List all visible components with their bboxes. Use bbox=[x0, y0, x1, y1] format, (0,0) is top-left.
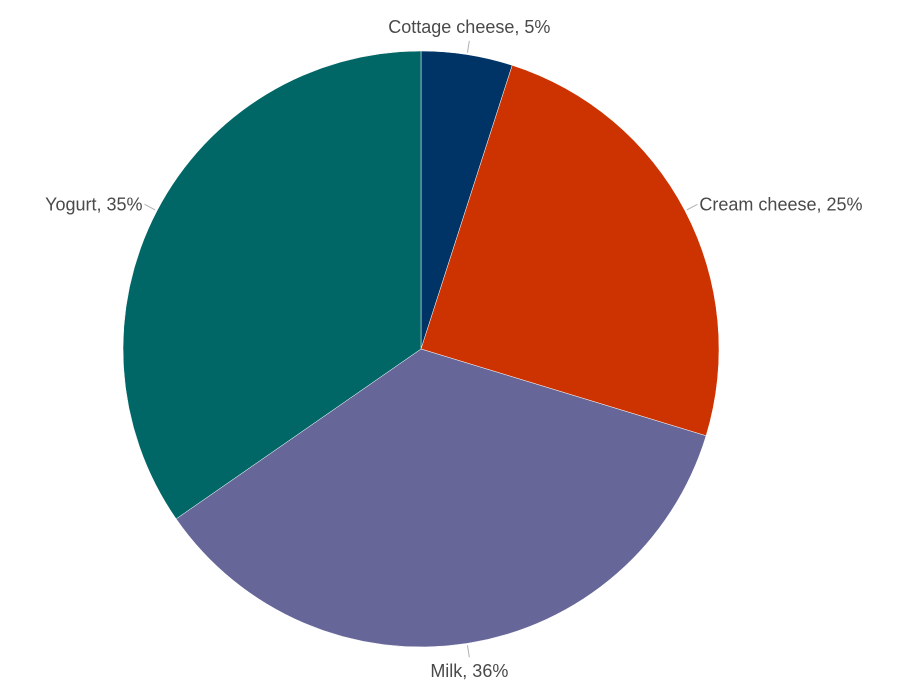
slices-layer bbox=[122, 50, 720, 648]
labels-layer: Cottage cheese, 5% Cream cheese, 25% Milk,… bbox=[45, 17, 862, 681]
leader-lines-layer bbox=[144, 40, 698, 658]
slice-label-cream-cheese: Cream cheese, 25% bbox=[699, 194, 862, 214]
leader-line-yogurt bbox=[144, 203, 156, 211]
pie-slice-yogurt bbox=[122, 50, 422, 520]
slice-label-cottage-cheese: Cottage cheese, 5% bbox=[388, 17, 550, 37]
pie-slice-milk bbox=[175, 348, 707, 648]
slice-label-milk: Milk, 36% bbox=[430, 661, 508, 681]
pie-slice-cream-cheese bbox=[420, 64, 720, 437]
leader-line-cream-cheese bbox=[686, 203, 698, 211]
leader-line-cottage-cheese bbox=[466, 40, 470, 53]
slice-label-yogurt: Yogurt, 35% bbox=[45, 194, 142, 214]
leader-line-milk bbox=[466, 645, 470, 658]
